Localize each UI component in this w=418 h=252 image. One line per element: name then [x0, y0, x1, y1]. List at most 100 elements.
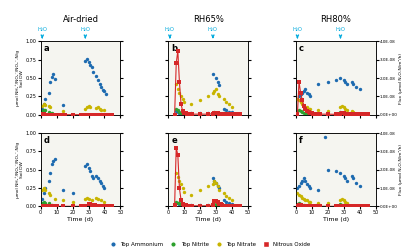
Point [216, 94, 223, 99]
Point [85, 60, 92, 64]
Point [221, 97, 227, 101]
Point [181, 203, 188, 207]
Point [42, 108, 49, 112]
Point [358, 112, 364, 116]
Point [294, 110, 301, 114]
Point [39, 197, 46, 201]
Point [353, 181, 360, 185]
Point [85, 166, 92, 170]
Point [353, 204, 360, 208]
Point [299, 179, 306, 183]
Point [181, 203, 188, 207]
Point [364, 204, 371, 208]
Text: b: b [171, 44, 177, 53]
Point [179, 203, 186, 207]
Point [99, 88, 106, 92]
Point [88, 174, 95, 178]
Point [103, 204, 110, 208]
Point [353, 85, 360, 89]
Point [186, 112, 192, 116]
Point [88, 113, 95, 117]
Point [189, 204, 196, 208]
Point [305, 92, 312, 96]
Point [87, 202, 94, 206]
Point [95, 78, 102, 82]
Point [205, 111, 212, 115]
Point [187, 204, 194, 208]
Point [95, 176, 102, 180]
Point [296, 98, 302, 102]
Point [101, 89, 108, 93]
Point [171, 203, 178, 207]
Point [179, 202, 186, 206]
Point [213, 181, 219, 185]
Point [214, 184, 221, 188]
Point [101, 204, 108, 208]
Point [296, 203, 302, 207]
Point [205, 184, 212, 188]
Point [294, 202, 301, 206]
Point [41, 103, 47, 107]
Point [58, 113, 65, 117]
Point [82, 204, 89, 208]
Point [337, 198, 344, 202]
Title: Air-dried: Air-dried [63, 15, 99, 24]
Point [356, 184, 363, 188]
Point [312, 204, 319, 208]
Point [302, 105, 309, 109]
Point [332, 112, 339, 116]
Point [315, 204, 321, 208]
Point [189, 112, 196, 116]
Point [225, 110, 232, 114]
Point [315, 201, 321, 205]
Point [42, 186, 49, 190]
Point [96, 179, 103, 183]
Point [77, 113, 84, 117]
Point [96, 82, 103, 86]
Point [45, 113, 52, 117]
Point [229, 112, 235, 116]
Point [222, 108, 229, 112]
Point [225, 112, 232, 116]
Point [45, 201, 52, 205]
Point [181, 111, 188, 115]
Point [355, 112, 362, 116]
Point [213, 111, 219, 115]
Point [181, 100, 188, 104]
Point [101, 113, 108, 117]
Point [337, 204, 344, 208]
Point [87, 169, 94, 173]
Point [187, 203, 194, 207]
Point [98, 204, 104, 208]
Point [308, 111, 315, 115]
Point [39, 107, 46, 111]
Point [173, 201, 180, 205]
Point [60, 109, 66, 113]
Point [44, 113, 51, 117]
Point [41, 108, 47, 112]
Point [229, 202, 235, 206]
Point [216, 188, 223, 192]
Point [101, 108, 108, 112]
Point [342, 80, 349, 84]
Point [209, 91, 216, 95]
Point [353, 112, 360, 116]
Point [221, 111, 227, 115]
Point [229, 110, 235, 114]
Point [214, 200, 221, 204]
Point [47, 204, 54, 208]
Point [98, 198, 104, 202]
Point [307, 107, 314, 111]
Point [55, 113, 61, 117]
Text: H₂O: H₂O [336, 27, 345, 38]
Point [197, 98, 204, 102]
Point [174, 201, 181, 205]
Point [315, 108, 321, 112]
Point [45, 204, 52, 208]
Point [213, 111, 219, 115]
Point [216, 203, 223, 207]
Point [205, 204, 212, 208]
Point [82, 59, 89, 63]
Point [344, 204, 350, 208]
Point [48, 113, 55, 117]
